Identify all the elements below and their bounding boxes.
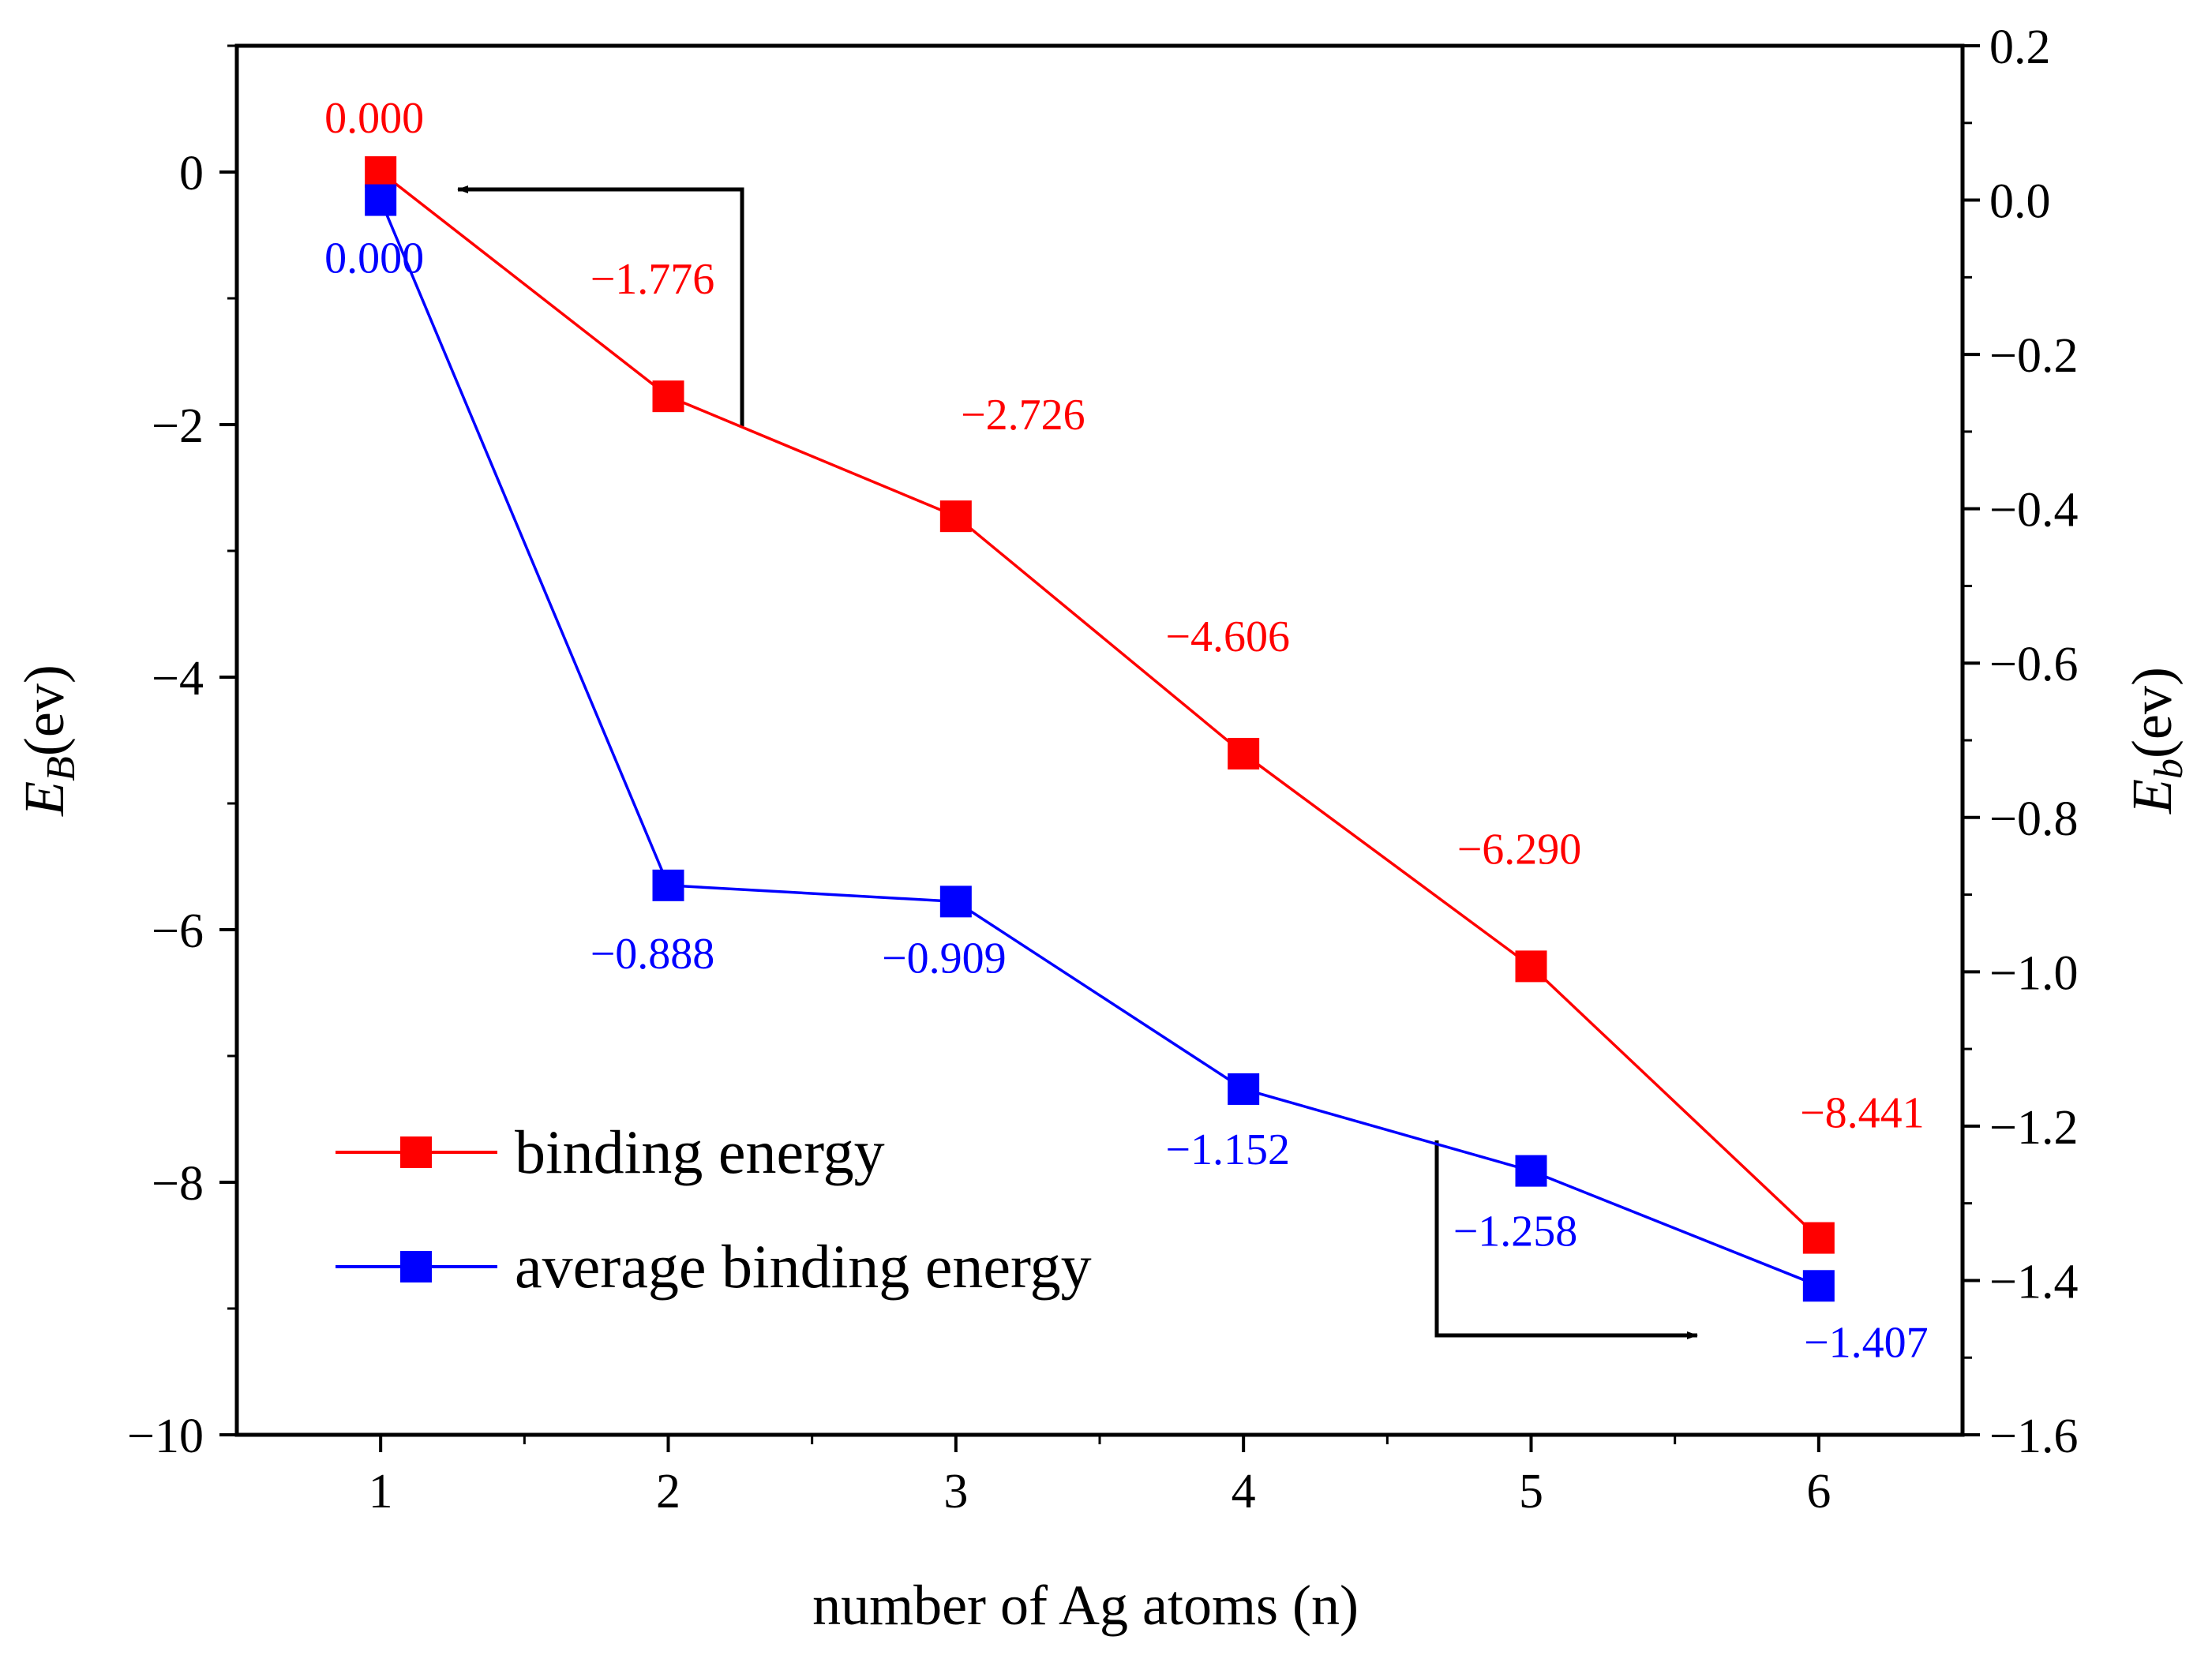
legend-marker-binding-energy: [400, 1136, 432, 1168]
x-tick-label: 4: [1232, 1465, 1256, 1518]
data-point-binding-energy: [365, 156, 397, 188]
y-left-tick-label: 0: [179, 147, 204, 200]
data-point-average-binding-energy: [1228, 1073, 1260, 1105]
legend-label-binding-energy: binding energy: [515, 1118, 885, 1186]
y-right-tick-label: 0.0: [1989, 175, 2051, 229]
data-point-average-binding-energy: [1802, 1270, 1835, 1302]
x-axis-title: number of Ag atoms (n): [812, 1574, 1359, 1637]
data-point-binding-energy: [1802, 1222, 1835, 1254]
y-right-axis-ticks: 0.2 0.0 −0.2 −0.4 −0.6 −0.8 −1.0 −1.2 −1.4 −1.6: [1963, 21, 2078, 1463]
data-label-binding-energy: −8.441: [1800, 1089, 1925, 1138]
y-right-tick-label: −0.6: [1989, 638, 2078, 691]
y-right-tick-label: −0.4: [1989, 484, 2078, 537]
legend: binding energy average binding energy: [336, 1118, 1092, 1301]
legend-marker-average-binding-energy: [400, 1251, 432, 1282]
data-point-average-binding-energy: [1515, 1155, 1547, 1187]
series-layer: [365, 156, 1835, 1302]
y-right-axis-title: Eb(ev): [2120, 667, 2191, 814]
x-tick-label: 2: [656, 1465, 680, 1518]
x-tick-label: 5: [1519, 1465, 1543, 1518]
arrow-to-right-axis: [1434, 1140, 1698, 1339]
data-point-average-binding-energy: [652, 869, 684, 901]
legend-item-binding-energy: binding energy: [336, 1118, 885, 1186]
data-label-binding-energy: −2.726: [961, 391, 1085, 440]
data-label-binding-energy: −1.776: [590, 255, 715, 304]
data-point-average-binding-energy: [365, 184, 397, 216]
y-left-tick-label: −4: [152, 652, 204, 706]
x-axis-ticks: 1 2 3 4 5 6: [369, 1435, 1831, 1518]
data-label-average-binding-energy: −1.258: [1453, 1208, 1578, 1256]
y-right-tick-label: −0.2: [1989, 329, 2078, 383]
data-point-average-binding-energy: [939, 886, 972, 918]
y-left-tick-label: −8: [152, 1157, 204, 1211]
data-label-average-binding-energy: −1.152: [1165, 1125, 1290, 1174]
data-label-binding-energy: −6.290: [1457, 825, 1582, 874]
data-label-average-binding-energy: −1.407: [1804, 1318, 1929, 1367]
x-tick-label: 3: [943, 1465, 968, 1518]
y-left-tick-label: −6: [152, 904, 204, 958]
y-right-tick-label: −0.8: [1989, 792, 2078, 846]
data-label-binding-energy: 0.000: [324, 94, 424, 143]
series-line-average-binding-energy: [379, 199, 1820, 1287]
plot-area: [234, 43, 1965, 1437]
y-left-axis-title: EB(ev): [13, 665, 84, 817]
data-point-binding-energy: [1515, 950, 1547, 983]
legend-label-average-binding-energy: average binding energy: [515, 1232, 1092, 1301]
y-right-tick-label: −1.2: [1989, 1101, 2078, 1155]
series-line-binding-energy: [380, 170, 1820, 1239]
y-left-axis-ticks: 0 −2 −4 −6 −8 −10: [127, 44, 237, 1463]
y-right-tick-label: −1.0: [1989, 946, 2078, 1000]
data-point-binding-energy: [1228, 737, 1260, 769]
data-label-average-binding-energy: 0.000: [324, 234, 424, 283]
arrow-to-left-axis: [457, 185, 744, 426]
data-label-average-binding-energy: −0.909: [882, 934, 1007, 983]
y-right-tick-label: −1.6: [1989, 1410, 2078, 1463]
data-point-binding-energy: [652, 380, 684, 413]
data-label-binding-energy: −4.606: [1165, 612, 1290, 661]
legend-item-average-binding-energy: average binding energy: [336, 1232, 1092, 1301]
y-right-tick-label: 0.2: [1989, 21, 2051, 74]
annotation-arrows: [457, 185, 1698, 1339]
data-label-layer: 0.000 −1.776 −2.726 −4.606 −6.290 −8.441 0.000…: [324, 94, 1928, 1367]
data-point-binding-energy: [939, 500, 972, 533]
x-tick-label: 6: [1806, 1465, 1831, 1518]
y-left-tick-label: −2: [152, 399, 204, 453]
y-right-tick-label: −1.4: [1989, 1255, 2078, 1309]
x-tick-label: 1: [369, 1465, 393, 1518]
y-left-tick-label: −10: [127, 1410, 204, 1463]
data-label-average-binding-energy: −0.888: [590, 930, 715, 979]
